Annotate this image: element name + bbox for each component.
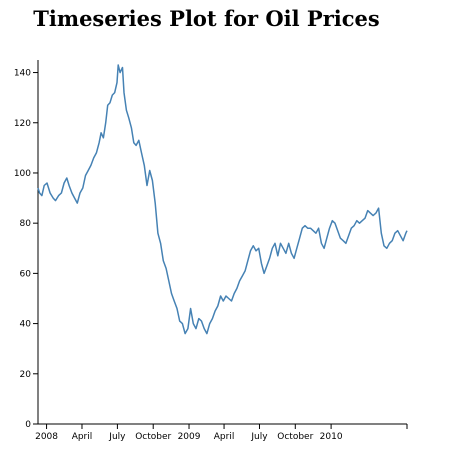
y-tick-label: 60 xyxy=(20,269,32,279)
y-tick-label: 20 xyxy=(20,370,32,380)
series-line xyxy=(37,64,408,335)
y-tick-label: 40 xyxy=(20,320,32,330)
y-tick-label: 80 xyxy=(20,219,32,229)
y-tick-label: 120 xyxy=(14,119,31,129)
x-tick-label: October xyxy=(277,432,313,442)
x-axis: 2008 April July October 2009 April July October… xyxy=(35,423,408,442)
x-tick-label: April xyxy=(72,432,93,442)
y-tick-label: 140 xyxy=(14,69,31,79)
y-tick-label: 100 xyxy=(14,169,31,179)
chart-title: Timeseries Plot for Oil Prices xyxy=(33,6,380,31)
x-tick-label: 2008 xyxy=(35,432,58,442)
x-tick-label: July xyxy=(250,432,268,442)
series-layer xyxy=(37,64,408,335)
x-tick-label: October xyxy=(135,432,171,442)
x-tick-label: 2009 xyxy=(178,432,201,442)
y-axis: 0 20 40 60 80 100 120 140 xyxy=(14,60,39,430)
x-tick-label: 2010 xyxy=(320,432,343,442)
y-tick-label: 0 xyxy=(25,420,31,430)
x-tick-label: July xyxy=(108,432,126,442)
x-tick-label: April xyxy=(214,432,235,442)
